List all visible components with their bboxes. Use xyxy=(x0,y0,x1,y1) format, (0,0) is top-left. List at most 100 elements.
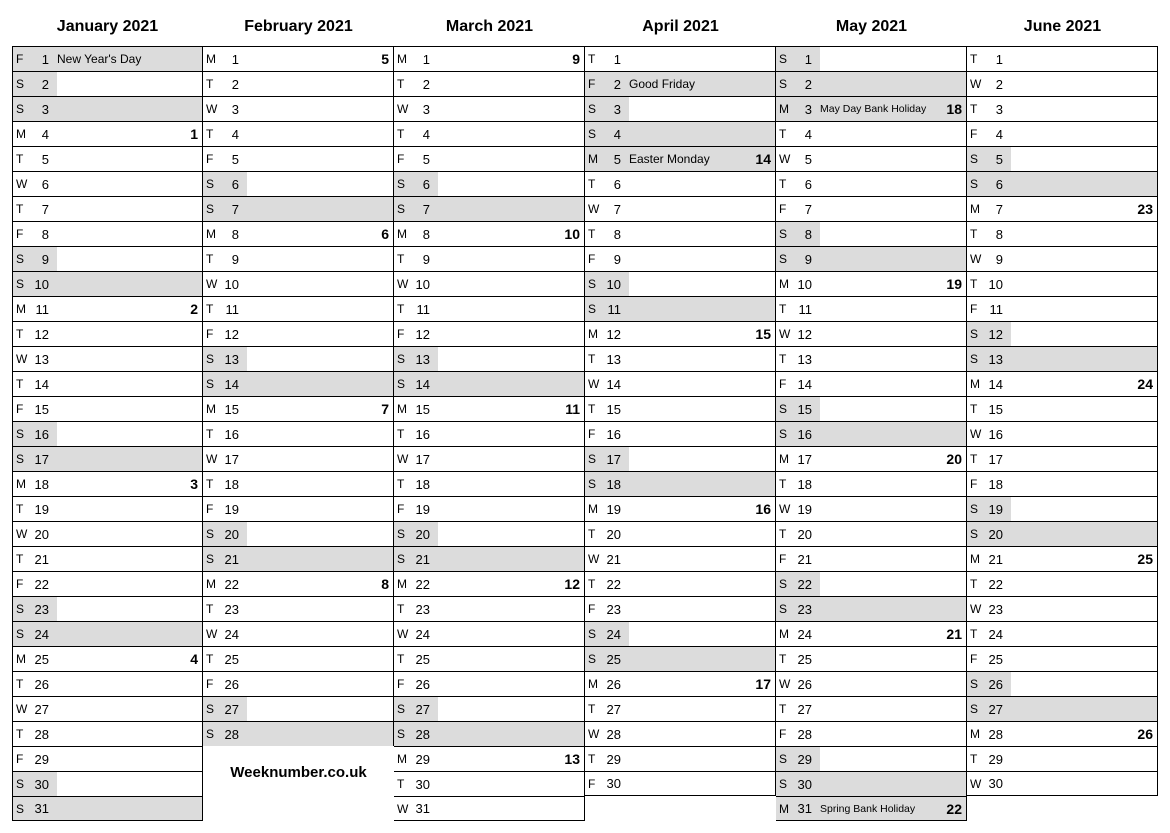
day-cell: W14 xyxy=(585,371,776,396)
day-cell: T13 xyxy=(585,346,776,371)
day-of-week: M xyxy=(585,502,603,516)
week-number: 26 xyxy=(1137,726,1157,742)
day-of-week: W xyxy=(585,552,603,566)
day-number: 20 xyxy=(31,527,51,542)
day-number: 13 xyxy=(412,352,432,367)
day-cell: T11 xyxy=(203,296,394,321)
day-number: 4 xyxy=(412,127,432,142)
day-of-week: S xyxy=(394,527,412,541)
day-cell: S27 xyxy=(203,696,394,721)
day-of-week: T xyxy=(585,177,603,191)
day-of-week: S xyxy=(776,752,794,766)
day-cell: M228 xyxy=(203,571,394,596)
day-of-week: T xyxy=(967,752,985,766)
day-cell: T18 xyxy=(394,471,585,496)
day-cell: T16 xyxy=(394,421,585,446)
day-of-week: T xyxy=(203,77,221,91)
day-cell: W12 xyxy=(776,321,967,346)
day-cell: T1 xyxy=(585,46,776,71)
day-number: 18 xyxy=(412,477,432,492)
day-number: 17 xyxy=(985,452,1005,467)
day-of-week: W xyxy=(776,327,794,341)
day-cell: S18 xyxy=(585,471,776,496)
day-cell: T22 xyxy=(585,571,776,596)
day-number: 25 xyxy=(985,652,1005,667)
day-cell: T7 xyxy=(12,196,203,221)
day-of-week: S xyxy=(776,77,794,91)
day-number: 3 xyxy=(985,102,1005,117)
day-of-week: S xyxy=(967,177,985,191)
day-number: 24 xyxy=(31,627,51,642)
day-number: 29 xyxy=(31,752,51,767)
month-title: January 2021 xyxy=(12,12,203,46)
day-of-week: F xyxy=(13,752,31,766)
day-number: 15 xyxy=(603,402,623,417)
month-column: June 2021T1W2T3F4S5S6M723T8W9T10F11S12S1… xyxy=(967,12,1158,821)
day-cell: M1720 xyxy=(776,446,967,471)
day-number: 6 xyxy=(985,177,1005,192)
day-number: 10 xyxy=(412,277,432,292)
day-of-week: T xyxy=(394,602,412,616)
day-of-week: F xyxy=(394,502,412,516)
day-number: 6 xyxy=(31,177,51,192)
day-of-week: S xyxy=(13,427,31,441)
day-of-week: W xyxy=(394,452,412,466)
day-cell: S16 xyxy=(12,421,203,446)
footer-credit: Weeknumber.co.uk xyxy=(203,746,394,781)
day-of-week: M xyxy=(203,52,221,66)
day-of-week: S xyxy=(967,352,985,366)
day-number: 8 xyxy=(221,227,241,242)
day-number: 1 xyxy=(412,52,432,67)
day-of-week: W xyxy=(776,502,794,516)
day-number: 21 xyxy=(794,552,814,567)
week-number: 1 xyxy=(190,126,202,142)
day-number: 27 xyxy=(412,702,432,717)
day-of-week: T xyxy=(585,52,603,66)
day-label: Good Friday xyxy=(623,77,775,91)
day-number: 1 xyxy=(794,52,814,67)
day-of-week: S xyxy=(967,502,985,516)
day-cell: M31Spring Bank Holiday22 xyxy=(776,796,967,821)
day-number: 11 xyxy=(31,302,51,317)
day-cell: T17 xyxy=(967,446,1158,471)
day-number: 13 xyxy=(31,352,51,367)
day-cell: T25 xyxy=(203,646,394,671)
day-of-week: M xyxy=(967,202,985,216)
day-cell: M1511 xyxy=(394,396,585,421)
day-number: 8 xyxy=(412,227,432,242)
day-of-week: T xyxy=(203,302,221,316)
day-number: 10 xyxy=(794,277,814,292)
day-label: Easter Monday xyxy=(623,152,755,166)
day-number: 12 xyxy=(31,327,51,342)
day-cell: F23 xyxy=(585,596,776,621)
day-number: 15 xyxy=(794,402,814,417)
week-number: 7 xyxy=(381,401,393,417)
day-number: 16 xyxy=(603,427,623,442)
day-number: 2 xyxy=(31,77,51,92)
day-of-week: T xyxy=(13,677,31,691)
day-number: 15 xyxy=(985,402,1005,417)
day-cell: W26 xyxy=(776,671,967,696)
day-cell: S31 xyxy=(12,796,203,821)
day-number: 14 xyxy=(221,377,241,392)
day-of-week: W xyxy=(394,627,412,641)
day-number: 23 xyxy=(31,602,51,617)
day-of-week: S xyxy=(585,102,603,116)
day-number: 25 xyxy=(794,652,814,667)
month-title: June 2021 xyxy=(967,12,1158,46)
day-of-week: W xyxy=(585,202,603,216)
day-of-week: T xyxy=(585,577,603,591)
day-of-week: F xyxy=(13,577,31,591)
week-number: 17 xyxy=(755,676,775,692)
day-cell: S1 xyxy=(776,46,967,71)
day-of-week: M xyxy=(776,102,794,116)
week-number: 25 xyxy=(1137,551,1157,567)
day-cell: F25 xyxy=(967,646,1158,671)
day-of-week: M xyxy=(13,477,31,491)
day-of-week: M xyxy=(394,52,412,66)
day-number: 18 xyxy=(794,477,814,492)
day-of-week: S xyxy=(585,452,603,466)
day-of-week: S xyxy=(776,577,794,591)
day-of-week: S xyxy=(13,252,31,266)
day-of-week: T xyxy=(203,252,221,266)
